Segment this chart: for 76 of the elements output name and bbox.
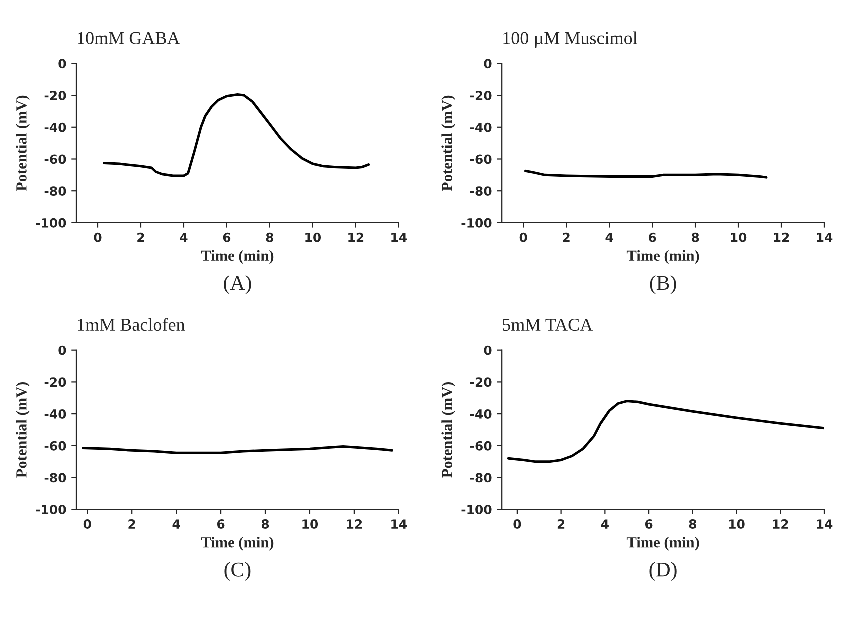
x-tick-label: 8 — [262, 520, 270, 529]
x-tick-label: 12 — [774, 232, 790, 242]
x-tick-label: 10 — [731, 232, 747, 242]
y-tick-label: 0 — [484, 59, 492, 69]
y-tick-label: 0 — [58, 59, 66, 69]
x-tick-label: 6 — [223, 232, 231, 242]
text: (B) — [650, 276, 676, 294]
x-tick-label: 6 — [217, 520, 225, 529]
y-tick-label: -100 — [36, 505, 66, 515]
y-tick-label: -40 — [470, 410, 492, 419]
x-axis-title: Time (min) — [626, 536, 700, 551]
y-tick-label: -100 — [462, 218, 492, 228]
x-tick-label: 4 — [180, 233, 188, 242]
y-tick-label: 0 — [484, 346, 492, 356]
y-tick-label: -20 — [470, 378, 492, 388]
y-tick-label: -100 — [462, 505, 492, 515]
x-tick-label: 2 — [558, 520, 565, 529]
x-tick-label: 2 — [138, 232, 144, 242]
x-tick-label: 0 — [94, 232, 102, 242]
y-axis-title: Potential (mV) — [442, 96, 456, 192]
line-series — [103, 94, 370, 178]
x-tick-label: 14 — [817, 520, 833, 529]
x-tick-label: 14 — [392, 520, 408, 529]
x-tick-label: 6 — [645, 520, 653, 529]
x-tick-label: 0 — [84, 520, 92, 529]
y-tick-label: -60 — [44, 441, 66, 451]
chart-title: 5mM TACA — [503, 318, 593, 332]
y-tick-label: 0 — [58, 346, 66, 356]
x-tick-label: 14 — [817, 233, 833, 242]
x-tick-label: 10 — [729, 520, 745, 529]
x-tick-label: 8 — [689, 520, 696, 529]
line-series — [524, 170, 768, 179]
y-tick-label: -20 — [44, 91, 66, 100]
y-tick-label: -60 — [44, 154, 66, 164]
y-tick-label: -80 — [470, 473, 492, 483]
y-tick-label: -80 — [470, 186, 492, 196]
chart-title: 10mM GABA — [78, 32, 180, 44]
y-tick-label: -60 — [470, 154, 492, 164]
y-tick-label: -20 — [470, 91, 492, 100]
x-tick-label: 10 — [306, 232, 322, 242]
line-series — [82, 445, 394, 454]
y-tick-label: -100 — [36, 218, 66, 228]
x-tick-label: 0 — [520, 232, 528, 242]
chart-title: 1mM Baclofen — [78, 318, 186, 332]
y-tick-label: -40 — [44, 122, 66, 132]
chart-title: 100 µM Muscimol — [504, 32, 638, 48]
x-tick-label: 12 — [347, 520, 362, 529]
x-tick-label: 2 — [128, 520, 136, 529]
x-tick-label: 8 — [266, 232, 274, 242]
text: (A) — [224, 276, 252, 294]
x-tick-label: 4 — [172, 520, 180, 529]
x-tick-label: 14 — [392, 233, 408, 242]
x-tick-label: 4 — [606, 233, 614, 242]
x-tick-label: 2 — [563, 232, 570, 242]
x-tick-label: 12 — [348, 232, 364, 242]
y-axis-title: Potential (mV) — [16, 382, 30, 478]
x-tick-label: 6 — [648, 232, 656, 242]
x-axis-title: Time (min) — [201, 536, 274, 551]
y-tick-label: -20 — [44, 378, 66, 388]
x-axis-title: Time (min) — [626, 250, 700, 264]
x-tick-label: 12 — [773, 520, 788, 529]
y-axis-title: Potential (mV) — [16, 96, 30, 192]
x-tick-label: 8 — [692, 232, 700, 242]
text: (C) — [224, 562, 251, 582]
y-axis-title: Potential (mV) — [442, 382, 456, 478]
x-tick-label: 4 — [601, 520, 609, 529]
y-tick-label: -40 — [44, 410, 66, 419]
y-tick-label: -80 — [44, 186, 66, 196]
text: (D) — [650, 562, 677, 582]
line-series — [507, 400, 824, 464]
x-axis-title: Time (min) — [201, 250, 274, 264]
y-tick-label: -80 — [44, 473, 66, 483]
x-tick-label: 10 — [302, 520, 318, 529]
x-tick-label: 0 — [514, 520, 522, 529]
y-tick-label: -40 — [470, 122, 492, 132]
y-tick-label: -60 — [470, 441, 492, 451]
